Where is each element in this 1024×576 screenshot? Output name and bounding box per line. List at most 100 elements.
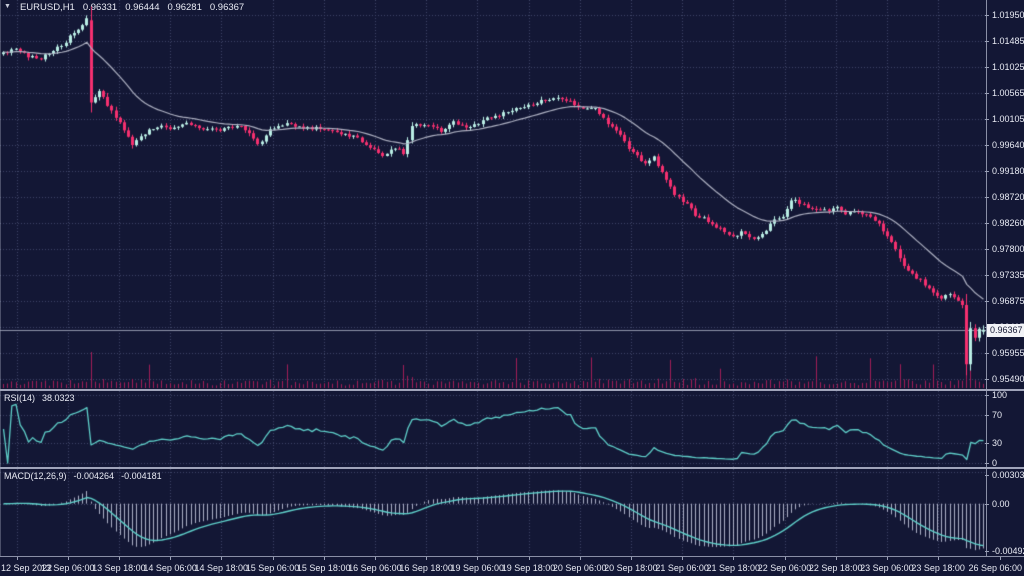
- axis-tick-mark: [985, 93, 989, 94]
- macd-tick-label: 0.003038: [992, 470, 1024, 480]
- axis-tick-mark: [985, 395, 989, 396]
- rsi-tick-label: 100: [992, 390, 1008, 400]
- price-axis-border: [986, 0, 987, 556]
- time-label: 26 Sep 06:00: [968, 563, 1022, 573]
- time-label: 22 Sep 06:00: [757, 563, 812, 573]
- time-axis-tick: [170, 557, 171, 560]
- time-label: 12 Sep 2022: [1, 563, 53, 573]
- open-value: 0.96331: [82, 2, 118, 13]
- time-label: 21 Sep 06:00: [655, 563, 709, 573]
- macd-signal-value: -0.004181: [121, 471, 162, 481]
- axis-tick-mark: [985, 275, 989, 276]
- rsi-indicator-value: 38.0323: [42, 393, 75, 403]
- axis-tick-mark: [985, 171, 989, 172]
- time-label: 19 Sep 06:00: [450, 563, 505, 573]
- time-axis-tick: [733, 557, 734, 560]
- time-label: 13 Sep 06:00: [40, 563, 95, 573]
- time-axis-tick: [836, 557, 837, 560]
- rsi-canvas[interactable]: [0, 391, 986, 467]
- panel-separator: [0, 467, 1024, 469]
- time-axis-tick: [580, 557, 581, 560]
- price-tick-label: 0.97800: [992, 244, 1024, 254]
- symbol-label: EURUSD,H1: [19, 2, 75, 13]
- time-axis-tick: [221, 557, 222, 560]
- macd-tick-label: 0.00: [992, 499, 1010, 509]
- time-axis-tick: [68, 557, 69, 560]
- time-axis-tick: [375, 557, 376, 560]
- price-tick-label: 0.95490: [992, 374, 1024, 384]
- main-chart-canvas[interactable]: [0, 0, 986, 389]
- time-axis-tick: [426, 557, 427, 560]
- high-value: 0.96444: [125, 2, 160, 13]
- axis-tick-mark: [985, 301, 989, 302]
- rsi-label-row: RSI(14) 38.0323: [4, 393, 75, 403]
- time-axis-tick: [682, 557, 683, 560]
- axis-tick-mark: [985, 504, 989, 505]
- price-tick-label: 0.97335: [992, 270, 1024, 280]
- axis-tick-mark: [985, 249, 989, 250]
- rsi-tick-label: 70: [992, 410, 1003, 420]
- price-tick-label: 0.98720: [992, 192, 1024, 202]
- macd-tick-label: -0.004929: [992, 546, 1024, 556]
- axis-tick-mark: [985, 463, 989, 464]
- rsi-tick-label: 0: [992, 458, 998, 468]
- close-value: 0.96367: [209, 2, 245, 13]
- price-tick-label: 1.01025: [992, 62, 1024, 72]
- axis-tick-mark: [985, 379, 989, 380]
- axis-tick-mark: [985, 119, 989, 120]
- panel-separator: [0, 389, 1024, 391]
- rsi-indicator-name: RSI(14): [4, 393, 36, 403]
- axis-tick-mark: [985, 551, 989, 552]
- time-label: 15 Sep 06:00: [245, 563, 300, 573]
- time-axis-tick: [477, 557, 478, 560]
- time-label: 15 Sep 18:00: [296, 563, 351, 573]
- time-label: 23 Sep 06:00: [860, 563, 914, 573]
- time-label: 16 Sep 18:00: [399, 563, 453, 573]
- plot-left-border: [0, 0, 1, 556]
- axis-tick-mark: [985, 197, 989, 198]
- time-label: 22 Sep 18:00: [808, 563, 863, 573]
- macd-canvas[interactable]: [0, 469, 986, 556]
- price-tick-label: 1.00565: [992, 88, 1024, 98]
- time-axis-tick: [273, 557, 274, 560]
- price-tick-label: 0.99180: [992, 166, 1024, 176]
- current-price-badge: 0.96367: [987, 324, 1024, 337]
- time-label: 21 Sep 18:00: [706, 563, 761, 573]
- time-label: 14 Sep 06:00: [143, 563, 197, 573]
- price-tick-label: 0.98260: [992, 218, 1024, 228]
- axis-tick-mark: [985, 41, 989, 42]
- price-tick-label: 1.00105: [992, 114, 1024, 124]
- time-axis-tick: [119, 557, 120, 560]
- time-axis-tick: [938, 557, 939, 560]
- symbol-dropdown-icon: ▼: [4, 3, 11, 10]
- time-label: 13 Sep 18:00: [92, 563, 146, 573]
- price-tick-label: 0.96875: [992, 296, 1024, 306]
- time-axis-tick: [1000, 557, 1001, 560]
- time-label: 20 Sep 18:00: [604, 563, 658, 573]
- time-label: 16 Sep 06:00: [348, 563, 402, 573]
- price-axis[interactable]: 1.01950 1.01485 1.01025 1.00565 1.00105 0.996…: [985, 0, 1024, 556]
- time-axis-tick: [785, 557, 786, 560]
- time-axis-tick: [324, 557, 325, 560]
- macd-indicator-value: -0.004264: [73, 471, 115, 481]
- time-label: 19 Sep 18:00: [501, 563, 556, 573]
- time-label: 23 Sep 18:00: [911, 563, 965, 573]
- macd-label-row: MACD(12,26,9) -0.004264 -0.004181: [4, 471, 162, 481]
- rsi-tick-label: 30: [992, 438, 1003, 448]
- price-tick-label: 1.01485: [992, 36, 1024, 46]
- price-tick-label: 1.01950: [992, 10, 1024, 20]
- price-tick-label: 0.99640: [992, 140, 1024, 150]
- time-label: 14 Sep 18:00: [194, 563, 249, 573]
- axis-tick-mark: [985, 67, 989, 68]
- price-tick-label: 0.95955: [992, 348, 1024, 358]
- axis-tick-mark: [985, 475, 989, 476]
- low-value: 0.96281: [167, 2, 202, 13]
- time-axis-tick: [17, 557, 18, 560]
- time-axis[interactable]: 12 Sep 2022 13 Sep 06:00 13 Sep 18:00 14 Se…: [0, 556, 1024, 576]
- axis-tick-mark: [985, 353, 989, 354]
- time-axis-tick: [887, 557, 888, 560]
- macd-indicator-name: MACD(12,26,9): [4, 471, 67, 481]
- time-label: 20 Sep 06:00: [552, 563, 607, 573]
- axis-tick-mark: [985, 223, 989, 224]
